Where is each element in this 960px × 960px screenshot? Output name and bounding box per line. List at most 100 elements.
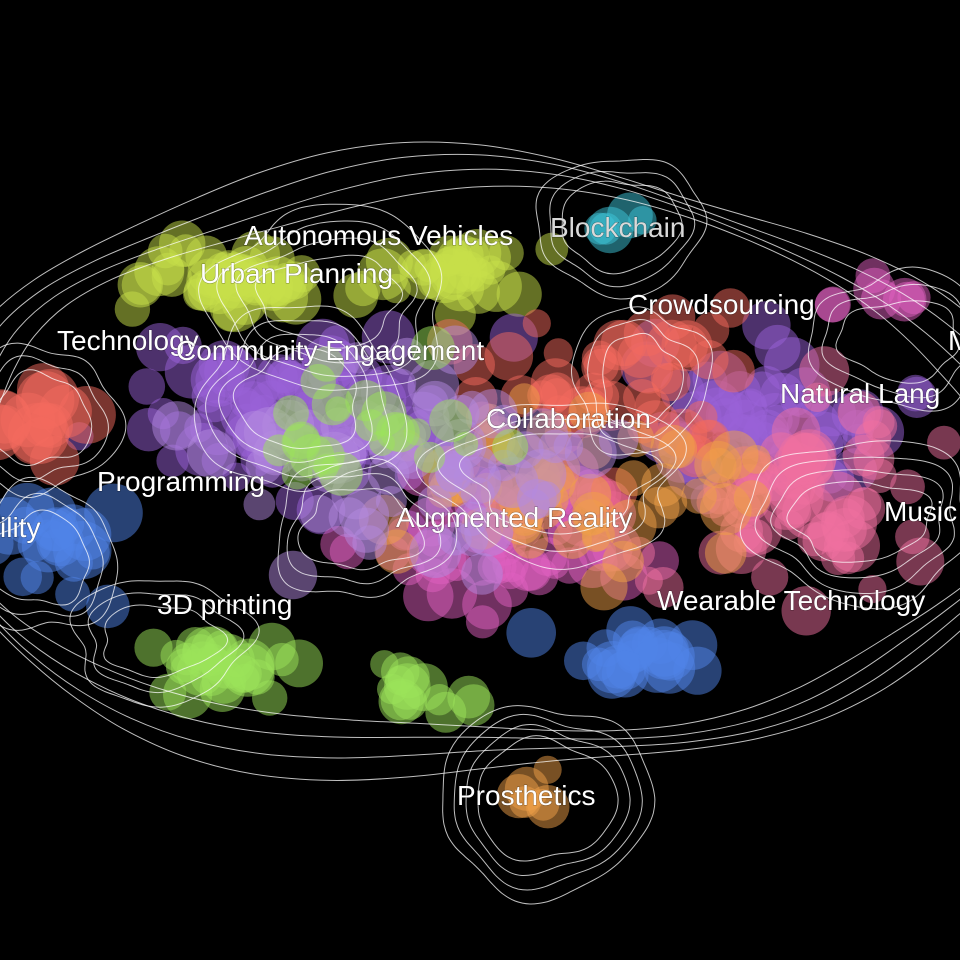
data-point [151, 252, 185, 286]
label-ility: ility [0, 512, 40, 543]
label-music: Music [884, 496, 957, 527]
label-m: M [948, 325, 960, 356]
label-urban-planning: Urban Planning [200, 258, 393, 289]
label-autonomous-vehicles: Autonomous Vehicles [244, 220, 513, 251]
data-point [489, 235, 524, 271]
data-point [658, 429, 698, 469]
density-contour-line [254, 254, 404, 349]
density-contour-line [0, 342, 127, 499]
density-contour-line [453, 713, 643, 891]
data-point [600, 319, 648, 367]
data-point [370, 650, 399, 679]
data-point [628, 206, 657, 235]
data-point [777, 432, 828, 482]
label-wearable-technology: Wearable Technology [657, 585, 925, 616]
data-point [781, 586, 831, 636]
density-contour-line [821, 283, 960, 399]
data-point [341, 342, 374, 374]
data-point [522, 309, 551, 338]
density-contour-line [235, 237, 418, 364]
density-contour-line [0, 476, 119, 631]
data-point [75, 535, 110, 570]
density-contour-line [458, 433, 663, 535]
data-point [927, 425, 960, 460]
data-point [152, 401, 202, 451]
data-point [311, 383, 354, 426]
data-point [300, 494, 338, 533]
density-contour-line [0, 369, 93, 467]
data-point [637, 486, 680, 529]
density-contour-line [0, 168, 960, 740]
data-point [461, 553, 503, 595]
data-point [492, 428, 529, 466]
data-point [160, 639, 192, 672]
density-contour-line [87, 592, 245, 694]
data-point [453, 431, 479, 457]
data-point [842, 434, 885, 477]
data-point [646, 319, 697, 371]
density-contour-line [437, 418, 677, 552]
data-point [742, 301, 791, 350]
data-point [410, 326, 455, 370]
density-contour-line [739, 440, 960, 610]
data-point [136, 323, 185, 372]
data-point [814, 286, 851, 323]
data-point [86, 584, 130, 629]
data-point [417, 485, 453, 520]
data-point [496, 271, 542, 317]
label-programming: Programming [97, 466, 265, 497]
data-point [117, 262, 163, 308]
data-point [430, 245, 479, 294]
data-point [699, 483, 752, 536]
label-blockchain: Blockchain [550, 212, 685, 243]
data-point [504, 766, 549, 811]
density-contours [0, 141, 960, 905]
density-contour-line [835, 300, 960, 384]
data-point [452, 684, 495, 726]
density-contour-line [193, 305, 408, 492]
density-contour-line [786, 480, 933, 563]
density-contour-line [297, 488, 425, 571]
data-point [858, 575, 887, 604]
density-contour-line [465, 723, 631, 877]
label-augmented-reality: Augmented Reality [396, 502, 633, 533]
data-point [84, 483, 143, 543]
density-contour-line [0, 185, 960, 732]
data-point [704, 532, 747, 574]
density-contour-line [0, 153, 960, 759]
data-point [667, 620, 718, 670]
data-point [352, 525, 387, 560]
density-contour-line [0, 141, 960, 781]
label-3d-printing: 3D printing [157, 589, 292, 620]
label-natural-language: Natural Lang [780, 378, 940, 409]
data-point [601, 650, 649, 698]
density-contour-line [232, 348, 357, 450]
label-prosthetics: Prosthetics [457, 780, 596, 811]
density-contour-line [286, 473, 442, 585]
data-point [222, 648, 252, 678]
data-point [243, 488, 276, 521]
data-point [380, 413, 420, 453]
data-point [799, 346, 850, 397]
data-point [692, 312, 730, 349]
data-point [535, 232, 569, 266]
density-contour-line [416, 402, 687, 570]
data-point [853, 267, 896, 310]
density-contour-line [477, 735, 619, 862]
data-point [429, 399, 473, 443]
density-contour-line [103, 604, 229, 679]
data-point [19, 416, 63, 460]
label-community-engagement: Community Engagement [176, 335, 484, 366]
cluster-labels: Autonomous Vehicles Blockchain Urban Pla… [0, 212, 960, 812]
data-point [196, 386, 233, 423]
density-contour-line [587, 318, 699, 440]
data-point [684, 400, 718, 434]
label-crowdsourcing: Crowdsourcing [628, 289, 815, 320]
density-contour-line [442, 705, 656, 905]
data-point [268, 550, 318, 600]
data-point [642, 567, 684, 608]
density-contour-line [0, 355, 109, 482]
data-point [553, 520, 592, 559]
data-point [275, 639, 323, 688]
